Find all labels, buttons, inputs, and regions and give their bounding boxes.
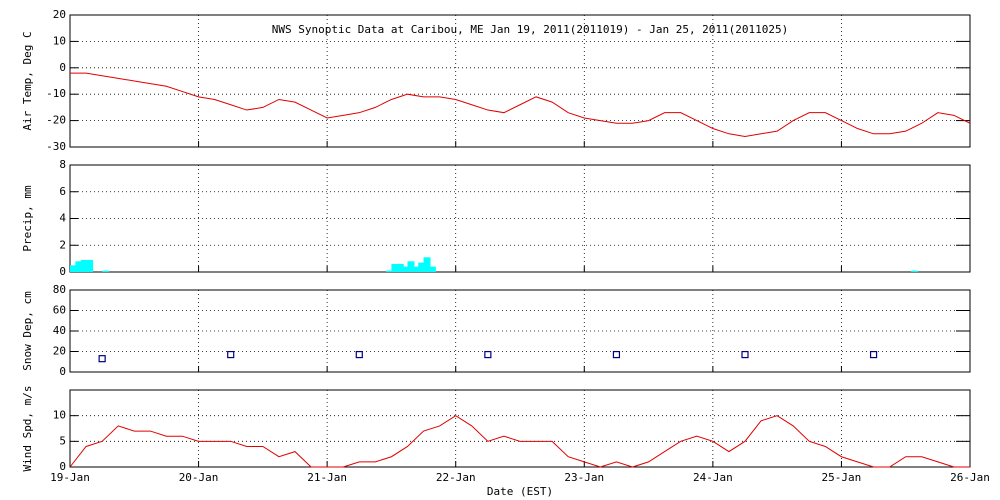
point (227, 350, 235, 359)
point (612, 350, 621, 359)
y-tick-label: 0 (59, 460, 66, 473)
y-tick-label: 6 (59, 185, 66, 198)
plot-frame (69, 164, 971, 273)
bar (412, 266, 420, 272)
bar (911, 270, 919, 272)
y-tick-label: 20 (53, 8, 66, 21)
y-tick-label: 5 (59, 434, 66, 447)
y-tick-label: -20 (46, 114, 66, 127)
y-tick-label: 20 (53, 345, 66, 358)
x-tick-label: 19-Jan (50, 471, 90, 484)
y-axis-label: Snow Dep, cm (21, 291, 34, 371)
bar (428, 266, 436, 272)
bar (86, 259, 94, 272)
plot-frame (69, 289, 971, 373)
plot-frame (69, 14, 971, 148)
x-tick-label: 23-Jan (564, 471, 604, 484)
y-tick-label: 80 (53, 283, 66, 296)
chart-title: NWS Synoptic Data at Caribou, ME Jan 19,… (272, 23, 789, 36)
y-axis-label: Air Temp, Deg C (21, 31, 34, 130)
bar (70, 265, 77, 272)
y-tick-label: 10 (53, 34, 66, 47)
y-tick-label: 10 (53, 409, 66, 422)
y-tick-label: 2 (59, 238, 66, 251)
bar (402, 266, 410, 272)
x-tick-label: 20-Jan (179, 471, 219, 484)
x-tick-label: 21-Jan (307, 471, 347, 484)
y-tick-label: -10 (46, 87, 66, 100)
bar (407, 261, 415, 272)
point (355, 350, 363, 359)
y-tick-label: 60 (53, 304, 66, 317)
y-tick-label: 40 (53, 324, 66, 337)
bar (418, 262, 426, 272)
bar (391, 263, 399, 272)
x-axis-label: Date (EST) (487, 485, 553, 498)
point (484, 350, 492, 359)
y-tick-label: 0 (59, 265, 66, 278)
y-tick-label: -30 (46, 140, 66, 153)
y-tick-label: 4 (59, 212, 66, 225)
x-tick-label: 26-Jan (950, 471, 990, 484)
point (98, 355, 106, 363)
y-axis-label: Wind Spd, m/s (21, 385, 34, 471)
y-tick-label: 8 (59, 158, 66, 171)
bar (80, 259, 88, 272)
y-axis-label: Precip, mm (21, 185, 34, 252)
y-tick-label: 0 (59, 61, 66, 74)
bar (386, 270, 394, 272)
point (869, 350, 878, 359)
x-tick-label: 22-Jan (436, 471, 476, 484)
data-line (70, 72, 971, 137)
bar (75, 261, 83, 272)
data-line (69, 415, 970, 468)
x-tick-label: 24-Jan (693, 471, 733, 484)
bar (396, 263, 404, 272)
plot-frame (69, 389, 971, 468)
bar (102, 270, 110, 272)
point (741, 350, 749, 359)
x-tick-label: 25-Jan (822, 471, 862, 484)
bar (423, 257, 431, 272)
y-tick-label: 0 (59, 365, 66, 378)
